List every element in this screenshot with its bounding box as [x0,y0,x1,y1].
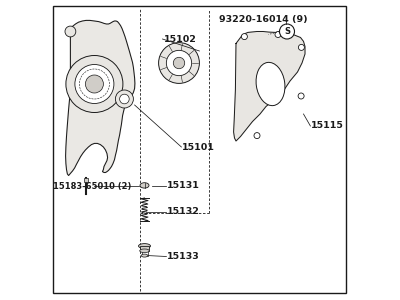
Circle shape [173,57,185,69]
Ellipse shape [138,244,150,248]
Ellipse shape [256,62,285,106]
Circle shape [79,69,110,99]
Text: 93220-16014 (9): 93220-16014 (9) [220,15,308,24]
Circle shape [75,64,114,104]
Circle shape [166,50,192,76]
Text: 15132: 15132 [167,207,200,216]
Circle shape [254,133,260,139]
Circle shape [242,34,247,40]
Circle shape [298,44,304,50]
Text: 15183-65010 (2): 15183-65010 (2) [53,182,131,190]
Ellipse shape [141,254,148,257]
Circle shape [65,26,76,37]
Polygon shape [66,20,135,175]
Text: 15115: 15115 [311,122,344,130]
Ellipse shape [140,183,149,188]
Text: S: S [284,27,290,36]
Circle shape [116,90,134,108]
Circle shape [158,43,199,83]
Circle shape [298,93,304,99]
Bar [142,251,148,256]
Bar [84,178,88,182]
Circle shape [86,75,103,93]
Bar [140,246,149,251]
Text: 15133: 15133 [167,252,200,261]
Circle shape [120,94,129,104]
Text: 15101: 15101 [182,142,215,152]
Circle shape [280,24,294,39]
Polygon shape [234,32,305,141]
Text: 15102: 15102 [164,34,197,43]
Ellipse shape [140,249,149,253]
Circle shape [275,32,281,38]
Text: 15131: 15131 [167,182,200,190]
Circle shape [66,56,123,112]
